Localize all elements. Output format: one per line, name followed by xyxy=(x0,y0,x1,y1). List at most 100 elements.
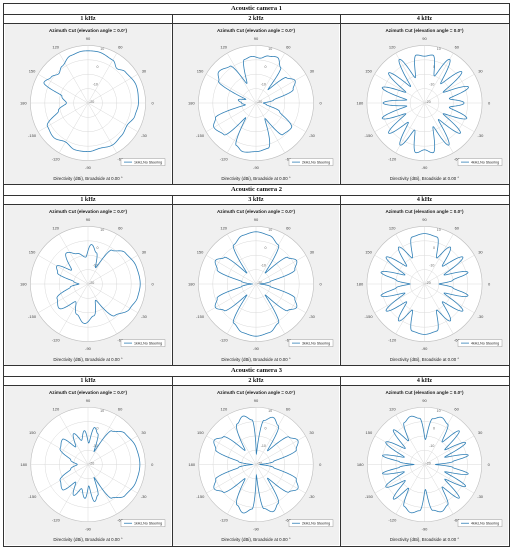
theta-tick-label: -60 xyxy=(285,157,292,162)
grid-spoke xyxy=(395,52,425,104)
legend-box xyxy=(288,158,334,166)
theta-tick-label: -30 xyxy=(477,494,484,499)
theta-tick-label: -120 xyxy=(52,157,61,162)
grid-spoke xyxy=(37,102,89,133)
legend-box xyxy=(288,519,334,527)
polar-plot: Azimuth Cut (elevation angle = 0.0°) 0 30 6… xyxy=(173,205,339,365)
legend-label: 4kHz,No Steering xyxy=(471,161,499,165)
theta-tick-label: 150 xyxy=(365,249,372,254)
r-tick-label: 0 xyxy=(96,246,98,250)
r-tick-label: -10 xyxy=(429,263,434,267)
theta-tick-label: -90 xyxy=(85,346,92,351)
column-divider xyxy=(172,15,173,185)
grid-spoke xyxy=(226,283,257,335)
grid-spoke xyxy=(374,102,425,133)
r-tick-label: 0 xyxy=(264,65,266,69)
grid-spoke xyxy=(424,52,454,104)
frequency-header: 2 kHz xyxy=(172,15,340,24)
theta-tick-label: 150 xyxy=(197,68,204,73)
theta-tick-label: -60 xyxy=(285,338,292,343)
grid-spoke xyxy=(424,435,475,465)
grid-spoke xyxy=(424,464,475,494)
theta-tick-label: 0 xyxy=(488,101,491,106)
grid-spoke xyxy=(87,52,118,104)
grid-spoke xyxy=(38,435,89,465)
grid-spoke xyxy=(255,233,286,285)
theta-tick-label: 30 xyxy=(142,249,147,254)
r-tick-label: 0 xyxy=(96,427,98,431)
theta-tick-label: 30 xyxy=(310,249,315,254)
directivity-trace xyxy=(213,55,296,153)
polar-plot: Azimuth Cut (elevation angle = 0.0°) 0 30 6… xyxy=(173,386,339,545)
legend-label: 3kHz,No Steering xyxy=(302,342,330,346)
r-tick-label: 10 xyxy=(100,409,104,413)
theta-tick-label: -60 xyxy=(454,157,461,162)
theta-tick-label: 150 xyxy=(366,430,373,435)
grid-spoke xyxy=(255,102,286,154)
grid-spoke xyxy=(226,52,257,104)
theta-tick-label: 90 xyxy=(86,217,91,222)
grid-spoke xyxy=(58,102,89,154)
theta-tick-label: 150 xyxy=(197,249,204,254)
theta-tick-label: 30 xyxy=(142,68,147,73)
theta-tick-label: 150 xyxy=(365,68,372,73)
grid-spoke xyxy=(255,435,306,465)
plot-footer: Directivity (dBi), Broadside at 0.00 ° xyxy=(221,176,291,181)
r-tick-label: 10 xyxy=(100,228,104,232)
grid-spoke xyxy=(424,283,475,314)
grid-spoke xyxy=(58,283,89,335)
camera-header: Acoustic camera 3 xyxy=(4,366,509,377)
theta-tick-label: 30 xyxy=(309,430,314,435)
theta-tick-label: 90 xyxy=(254,398,259,403)
grid-spoke xyxy=(255,73,307,104)
r-tick-label: 10 xyxy=(268,228,272,232)
theta-tick-label: -150 xyxy=(365,133,374,138)
theta-tick-label: 120 xyxy=(53,406,60,411)
plot-footer: Directivity (dBi), Broadside at 0.00 ° xyxy=(390,176,460,181)
theta-tick-label: 180 xyxy=(188,462,195,467)
theta-tick-label: 120 xyxy=(220,45,227,50)
r-tick-label: -20 xyxy=(257,462,262,466)
grid-spoke xyxy=(374,254,425,285)
theta-tick-label: -30 xyxy=(309,133,316,138)
legend-label: 4kHz,No Steering xyxy=(471,342,499,346)
r-tick-label: 0 xyxy=(96,65,98,69)
grid-spoke xyxy=(395,464,425,515)
grid-spoke xyxy=(424,283,454,335)
theta-tick-label: -120 xyxy=(388,518,397,523)
r-tick-label: -20 xyxy=(89,462,94,466)
theta-tick-label: -60 xyxy=(117,518,124,523)
theta-tick-label: 60 xyxy=(118,45,123,50)
theta-tick-label: 150 xyxy=(29,430,36,435)
theta-tick-label: -60 xyxy=(454,518,461,523)
frequency-header: 1 kHz xyxy=(4,196,172,205)
column-divider xyxy=(172,196,173,366)
grid-spoke xyxy=(255,283,307,314)
r-tick-label: -10 xyxy=(429,444,434,448)
legend-label: 1kHz,No Steering xyxy=(134,342,162,346)
theta-tick-label: -120 xyxy=(52,518,61,523)
grid-spoke xyxy=(37,254,89,285)
theta-tick-label: 90 xyxy=(422,398,427,403)
grid-spoke xyxy=(37,283,89,314)
grid-spoke xyxy=(395,233,425,285)
theta-tick-label: 60 xyxy=(455,45,460,50)
grid-spoke xyxy=(87,102,118,154)
theta-tick-label: 180 xyxy=(188,282,195,287)
directivity-trace xyxy=(382,415,469,514)
theta-tick-label: 150 xyxy=(29,249,36,254)
polar-plot-panel: Azimuth Cut (elevation angle = 0.0°) 0 30 6… xyxy=(5,386,171,545)
column-divider xyxy=(340,15,341,185)
polar-plot-panel: Azimuth Cut (elevation angle = 0.0°) 0 30 6… xyxy=(173,386,339,545)
theta-tick-label: -30 xyxy=(309,494,316,499)
grid-spoke xyxy=(227,464,257,515)
section-divider xyxy=(4,184,509,185)
plot-title: Azimuth Cut (elevation angle = 0.0°) xyxy=(217,390,295,395)
polar-plot: Azimuth Cut (elevation angle = 0.0°) 0 30 6… xyxy=(5,24,171,184)
grid-spoke xyxy=(58,52,89,104)
theta-tick-label: -120 xyxy=(388,338,397,343)
r-tick-label: 10 xyxy=(268,47,272,51)
theta-tick-label: -30 xyxy=(478,133,485,138)
theta-tick-label: 0 xyxy=(151,282,154,287)
